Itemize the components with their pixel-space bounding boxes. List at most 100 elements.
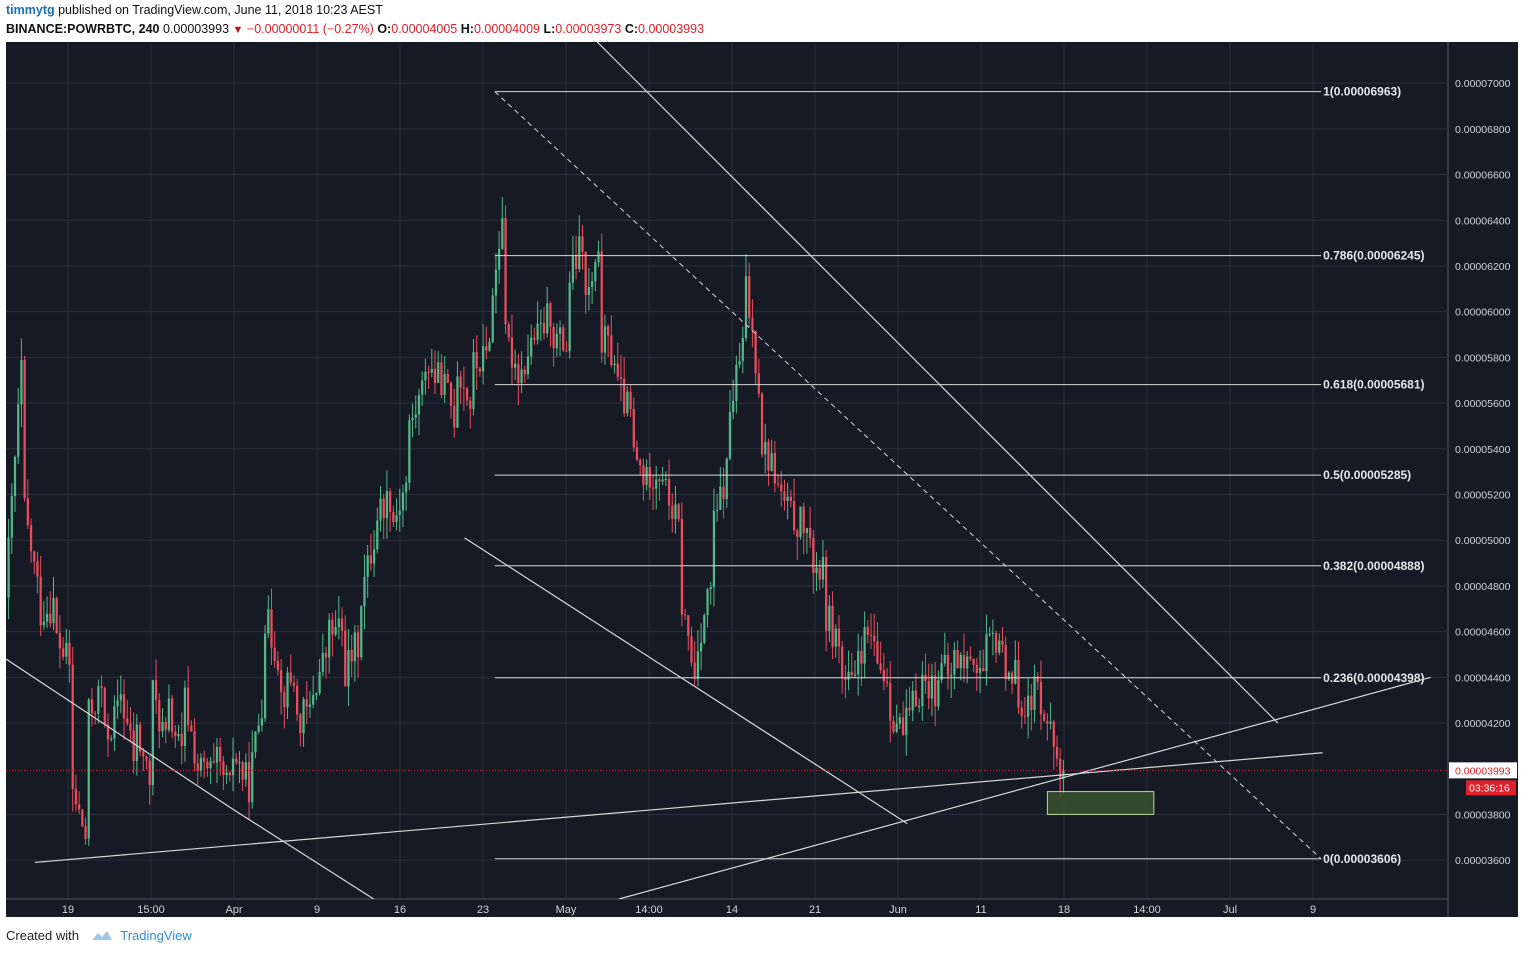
candle-body — [58, 632, 62, 649]
chart-area[interactable]: 1(0.00006963) 0.786(0.00006245) 0.618(0.00… — [6, 42, 1518, 917]
candle-body — [228, 772, 231, 776]
price-chart[interactable]: 1(0.00006963) 0.786(0.00006245) 0.618(0.00… — [6, 42, 1518, 917]
candle-body — [526, 356, 530, 375]
candle-body — [443, 374, 446, 396]
candle-body — [908, 707, 911, 711]
candle-body — [87, 699, 90, 839]
candle-body — [61, 648, 65, 657]
candle-body — [10, 496, 13, 538]
candle-body — [757, 373, 760, 394]
candle-body — [613, 363, 616, 366]
candle-body — [901, 717, 905, 735]
candle-body — [581, 236, 584, 252]
candle-body — [472, 352, 475, 409]
time-axis-background — [6, 899, 1448, 917]
candle-body — [52, 598, 55, 624]
candle-body — [180, 734, 183, 747]
candle-body — [863, 626, 866, 664]
fib-trend-dashed[interactable] — [494, 91, 1322, 860]
candle-body — [927, 680, 930, 699]
candle-body — [411, 417, 414, 421]
candle-body — [812, 538, 815, 574]
author-link[interactable]: timmytg — [6, 3, 55, 17]
candle-body — [562, 327, 565, 351]
candle-body — [706, 589, 709, 615]
candle-body — [937, 679, 940, 707]
y-tick-label: 0.00003800 — [1455, 809, 1511, 821]
current-price-tag-text: 0.00003993 — [1455, 765, 1511, 777]
candle-body — [491, 295, 494, 342]
candle-body — [876, 640, 879, 664]
x-tick-label: 18 — [1058, 904, 1070, 916]
candle-body — [680, 519, 683, 615]
candle-body — [770, 453, 773, 471]
target-box[interactable] — [1046, 791, 1155, 815]
candle-body — [55, 598, 58, 633]
candle-body — [209, 761, 212, 769]
candle-body — [536, 323, 539, 340]
candle-body — [276, 660, 280, 671]
candle-body — [481, 346, 485, 372]
candle-body — [206, 761, 209, 769]
y-tick-label: 0.00005600 — [1455, 398, 1511, 410]
fib-level-label: 0.382(0.00004888) — [1323, 559, 1424, 573]
candle-body — [991, 633, 994, 635]
candle-body — [873, 635, 876, 641]
candle-body — [488, 341, 491, 351]
x-tick-label: 14 — [726, 904, 738, 916]
tradingview-link[interactable]: TradingView — [120, 928, 192, 943]
candle-body — [366, 555, 369, 577]
candle-body — [985, 634, 988, 672]
candle-body — [26, 498, 29, 526]
open-label: O: — [377, 22, 392, 36]
high-value: 0.00004009 — [473, 22, 540, 36]
candle-body — [943, 654, 946, 664]
candle-body — [241, 762, 244, 780]
candle-body — [725, 458, 728, 499]
trend-line[interactable] — [464, 537, 908, 825]
y-tick-label: 0.00006000 — [1455, 307, 1511, 319]
trend-line[interactable] — [6, 658, 235, 811]
candle-body — [469, 400, 472, 409]
candle-body — [238, 762, 241, 764]
candle-body — [767, 441, 770, 471]
x-tick-label: May — [556, 904, 577, 916]
trend-line[interactable] — [34, 752, 1323, 864]
trend-line[interactable] — [618, 676, 1431, 899]
candle-body — [934, 675, 937, 707]
candle-body — [251, 752, 254, 803]
fib-level-label: 0.786(0.00006245) — [1323, 249, 1424, 263]
candle-body — [882, 669, 885, 682]
candle-body — [994, 633, 998, 653]
trend-line[interactable] — [233, 809, 375, 899]
candle-body — [921, 674, 924, 707]
candle-body — [885, 681, 889, 683]
candle-body — [424, 372, 427, 381]
candle-body — [17, 404, 20, 457]
price-change: −0.00000011 (−0.27%) — [246, 22, 374, 36]
y-tick-label: 0.00003600 — [1455, 855, 1511, 867]
candle-body — [972, 658, 975, 665]
candle-body — [741, 338, 744, 361]
candle-body — [244, 762, 247, 780]
publish-info: timmytg published on TradingView.com, Ju… — [6, 3, 383, 17]
candle-body — [629, 391, 632, 410]
candle-body — [81, 809, 84, 827]
candle-body — [744, 276, 748, 339]
candle-body — [683, 614, 687, 616]
candle-body — [270, 609, 273, 648]
candle-body — [154, 680, 158, 701]
y-tick-label: 0.00007000 — [1455, 78, 1511, 90]
candle-body — [584, 251, 587, 295]
candle-body — [597, 251, 600, 263]
candle-body — [651, 487, 655, 489]
candle-body — [177, 734, 180, 737]
candle-body — [892, 720, 895, 732]
tradingview-logo-icon — [91, 931, 112, 940]
candle-body — [866, 626, 869, 635]
low-value: 0.00003973 — [555, 22, 622, 36]
candle-body — [372, 549, 376, 564]
trend-line[interactable] — [596, 42, 1279, 724]
candle-body — [74, 789, 78, 805]
candle-body — [193, 731, 196, 764]
